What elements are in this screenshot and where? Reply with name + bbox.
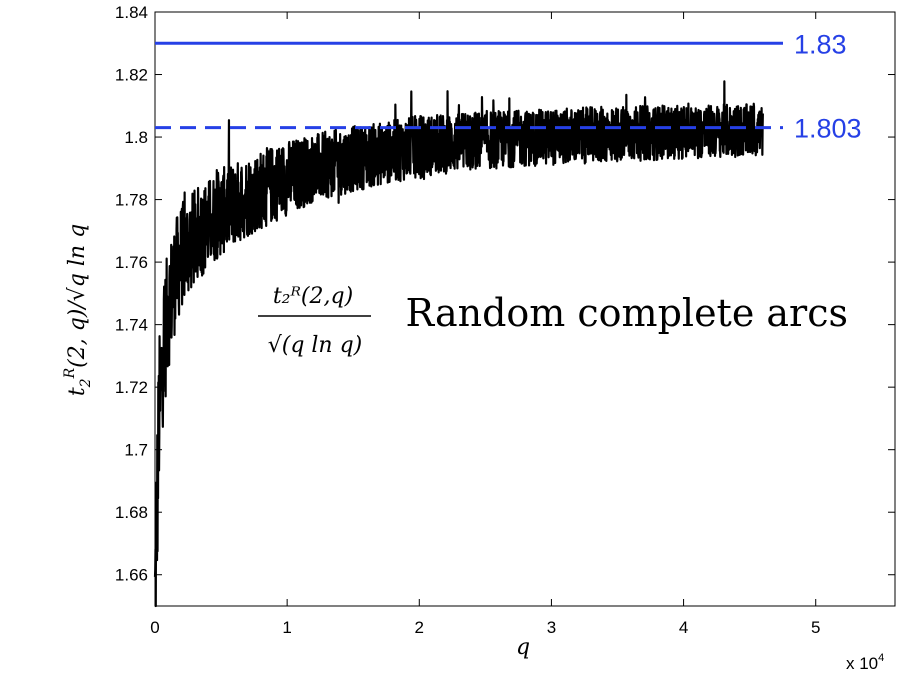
- y-tick-label: 1.82: [115, 66, 148, 85]
- y-ticks: 1.66 1.68 1.7 1.72 1.74 1.76 1.78 1.8 1.82 1.84: [115, 3, 895, 585]
- y-tick-label: 1.7: [124, 441, 148, 460]
- series-line: [153, 80, 764, 608]
- y-tick-label: 1.8: [124, 128, 148, 147]
- y-tick-label: 1.66: [115, 566, 148, 585]
- x-multiplier-label: x 104: [846, 652, 884, 673]
- x-tick-label: 1: [282, 618, 291, 637]
- y-tick-label: 1.68: [115, 503, 148, 522]
- x-tick-label: 4: [679, 618, 688, 637]
- reference-lines: 1.83 1.803: [155, 29, 862, 144]
- x-axis-label: q: [516, 635, 530, 660]
- y-tick-label: 1.72: [115, 378, 148, 397]
- x-tick-label: 3: [547, 618, 556, 637]
- x-tick-label: 2: [415, 618, 424, 637]
- y-tick-label: 1.78: [115, 191, 148, 210]
- y-tick-label: 1.76: [115, 253, 148, 272]
- formula-denominator: √(q ln q): [268, 333, 363, 358]
- x-tick-label: 5: [811, 618, 820, 637]
- y-tick-label: 1.84: [115, 3, 148, 22]
- data-layer: [153, 80, 764, 608]
- y-axis-label: t2R(2, q)/√q ln q: [62, 224, 94, 396]
- formula-numerator: t₂ᴿ(2,q): [273, 284, 353, 309]
- y-tick-label: 1.74: [115, 316, 148, 335]
- x-tick-label: 0: [150, 618, 159, 637]
- reference-line-label: 1.83: [794, 29, 847, 59]
- chart-caption: Random complete arcs: [405, 291, 848, 335]
- reference-line-label: 1.803: [794, 114, 862, 144]
- plot-frame: [154, 11, 896, 607]
- formula-annotation: t₂ᴿ(2,q) √(q ln q): [258, 284, 371, 358]
